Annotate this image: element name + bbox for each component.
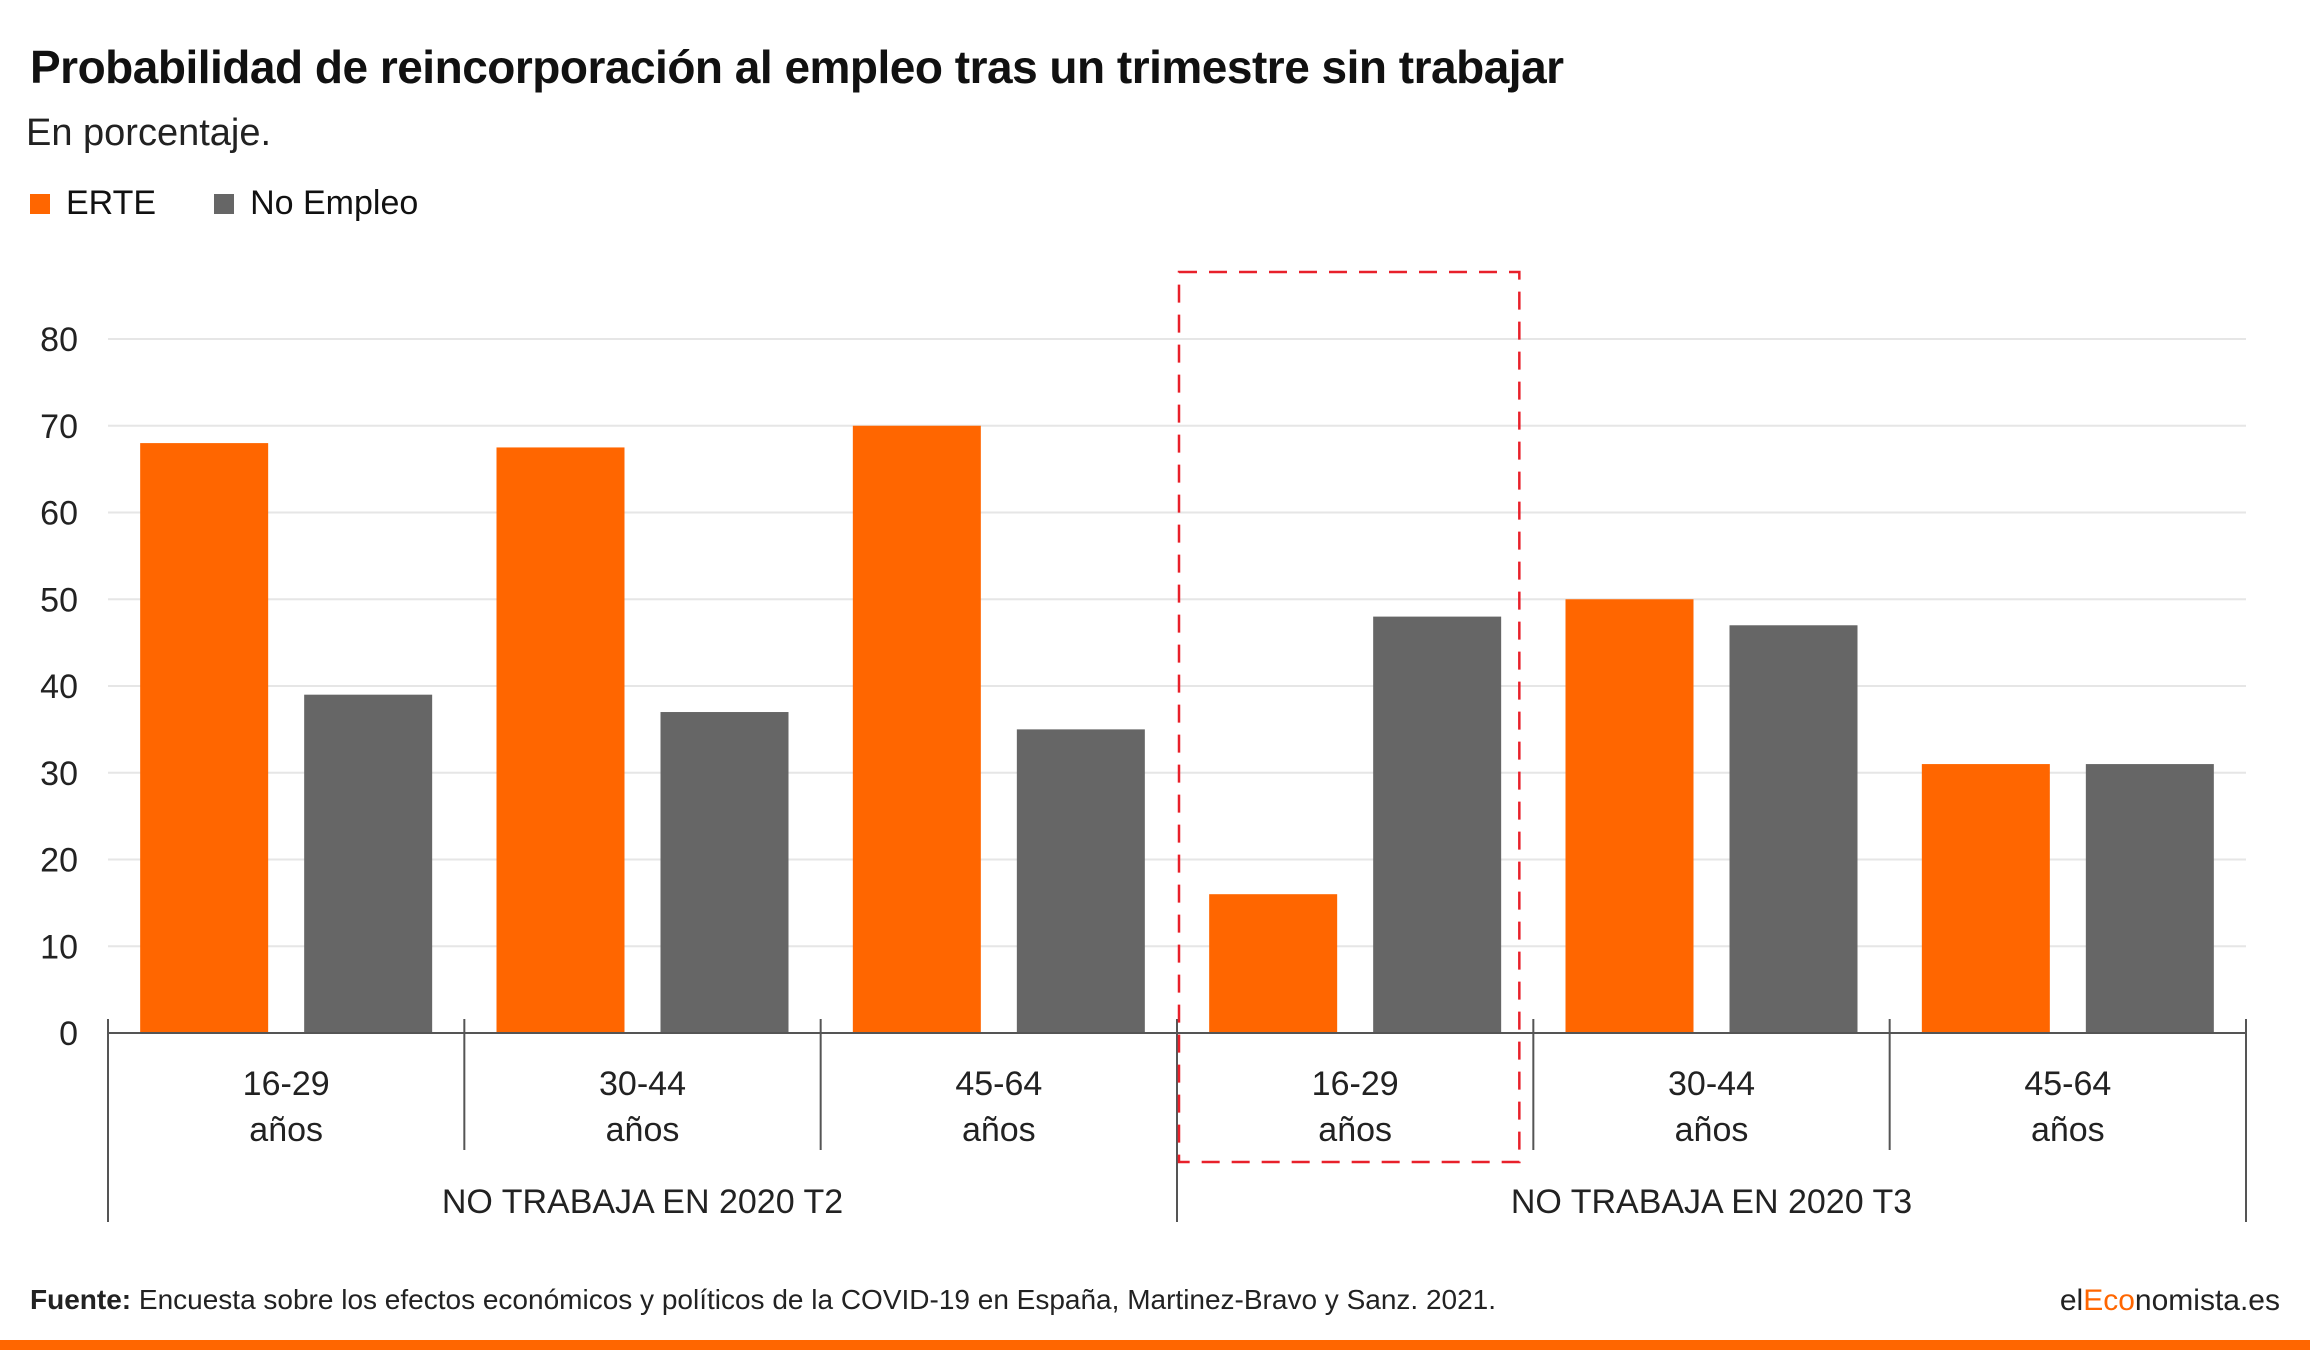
x-category-label: años — [1675, 1111, 1749, 1149]
y-tick-label: 30 — [40, 755, 78, 793]
x-category-label: años — [606, 1111, 680, 1149]
bottom-accent-bar — [0, 1340, 2310, 1350]
legend-label-no-empleo: No Empleo — [250, 184, 419, 222]
legend-item-no-empleo: No Empleo — [214, 184, 418, 223]
y-tick-label: 40 — [40, 668, 78, 706]
y-tick-label: 60 — [40, 495, 78, 533]
x-category-label: 16-29 — [243, 1065, 330, 1103]
bar-no-empleo — [1373, 616, 1502, 1033]
x-category-label: 45-64 — [955, 1065, 1042, 1103]
y-tick-label: 70 — [40, 408, 78, 446]
bar-no-empleo — [2085, 764, 2214, 1033]
bar-no-empleo — [304, 694, 433, 1033]
brand-accent: Eco — [2083, 1284, 2135, 1317]
x-category-label: años — [962, 1111, 1036, 1149]
source-label: Fuente: — [30, 1284, 132, 1315]
x-group-label: NO TRABAJA EN 2020 T2 — [442, 1183, 843, 1221]
brand-suffix: nomista.es — [2134, 1284, 2280, 1317]
source-note: Fuente: Encuesta sobre los efectos econó… — [30, 1284, 1496, 1316]
y-tick-label: 50 — [40, 581, 78, 619]
bar-erte — [852, 425, 981, 1033]
x-category-label: años — [249, 1111, 323, 1149]
x-category-label: 30-44 — [1668, 1065, 1755, 1103]
legend-swatch-erte — [30, 193, 50, 214]
bar-no-empleo — [660, 712, 789, 1033]
bar-no-empleo — [1729, 625, 1858, 1033]
x-category-label: 45-64 — [2024, 1065, 2111, 1103]
legend: ERTE No Empleo — [30, 184, 476, 223]
bar-erte — [1209, 894, 1338, 1033]
bar-no-empleo — [1016, 729, 1145, 1033]
y-tick-label: 80 — [40, 321, 78, 359]
bar-erte — [496, 447, 625, 1033]
chart-title: Probabilidad de reincorporación al emple… — [30, 41, 1564, 93]
legend-swatch-no-empleo — [214, 193, 235, 214]
x-category-label: años — [2031, 1111, 2105, 1149]
bar-erte — [1921, 764, 2050, 1033]
x-group-label: NO TRABAJA EN 2020 T3 — [1511, 1183, 1912, 1221]
x-category-label: 16-29 — [1312, 1065, 1399, 1103]
y-tick-label: 20 — [40, 842, 78, 880]
highlight-box — [1177, 270, 1521, 1164]
legend-label-erte: ERTE — [66, 184, 157, 222]
chart-subtitle: En porcentaje. — [26, 112, 272, 154]
brand-logo: elEconomista.es — [2060, 1284, 2280, 1318]
source-text: Encuesta sobre los efectos económicos y … — [138, 1284, 1497, 1315]
bar-erte — [1565, 599, 1694, 1033]
brand-prefix: el — [2059, 1284, 2084, 1317]
legend-item-erte: ERTE — [30, 184, 156, 223]
y-tick-label: 10 — [40, 928, 78, 966]
x-category-label: 30-44 — [599, 1065, 686, 1103]
y-tick-label: 0 — [59, 1015, 78, 1053]
x-category-label: años — [1318, 1111, 1392, 1149]
bar-erte — [140, 443, 269, 1034]
